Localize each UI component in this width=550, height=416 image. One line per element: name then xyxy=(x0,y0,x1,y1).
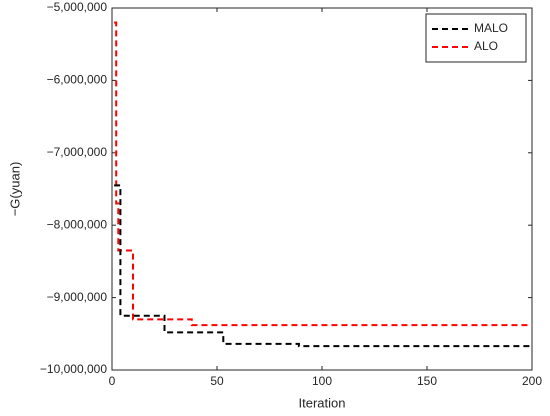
y-tick-label: −8,000,000 xyxy=(47,217,108,231)
series-line xyxy=(114,21,532,327)
x-axis-label: Iteration xyxy=(299,395,346,410)
legend-label: ALO xyxy=(474,39,498,53)
x-tick-label: 150 xyxy=(417,374,437,388)
x-tick-label: 100 xyxy=(312,374,332,388)
series-line xyxy=(114,184,532,348)
x-tick-label: 200 xyxy=(522,374,542,388)
y-axis-label: −G(yuan) xyxy=(7,162,22,217)
y-tick-label: −9,000,000 xyxy=(47,290,108,304)
legend-label: MALO xyxy=(474,21,508,35)
x-tick-label: 50 xyxy=(210,374,224,388)
y-tick-label: −7,000,000 xyxy=(47,145,108,159)
y-tick-label: −10,000,000 xyxy=(40,362,107,376)
x-tick-label: 0 xyxy=(109,374,116,388)
y-tick-label: −5,000,000 xyxy=(47,0,108,14)
y-tick-label: −6,000,000 xyxy=(47,73,108,87)
legend-box xyxy=(425,13,527,63)
